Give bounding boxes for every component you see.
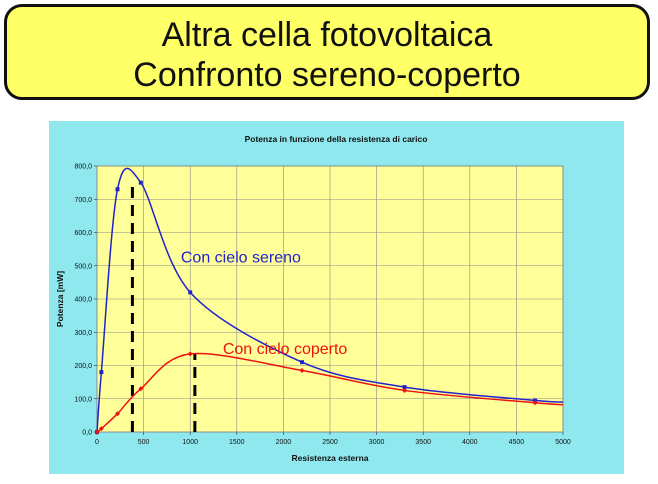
- annotations: Con cielo sereno Con cielo coperto: [181, 249, 348, 357]
- x-tick-label: 0: [95, 439, 99, 446]
- x-tick-label: 2000: [276, 439, 292, 446]
- data-point: [115, 411, 121, 417]
- chart-container: Potenza in funzione della resistenza di …: [49, 121, 624, 474]
- y-tick-label: 0,0: [82, 430, 92, 437]
- y-axis-label: Potenza [mW]: [55, 271, 65, 327]
- series-annotation: Con cielo coperto: [223, 341, 348, 358]
- y-tick-label: 200,0: [74, 363, 92, 370]
- power-vs-resistance-chart: Potenza in funzione della resistenza di …: [55, 134, 571, 463]
- data-point: [99, 370, 104, 375]
- x-tick-label: 2500: [322, 439, 338, 446]
- x-tick-label: 4500: [509, 439, 525, 446]
- y-tick-label: 600,0: [74, 230, 92, 237]
- data-point: [188, 290, 193, 295]
- x-tick-label: 500: [138, 439, 150, 446]
- slide-title-line-2: Confronto sereno-coperto: [133, 56, 521, 94]
- slide-title-line-1: Altra cella fotovoltaica: [161, 16, 493, 54]
- y-tick-label: 800,0: [74, 164, 92, 171]
- data-point: [138, 180, 143, 185]
- data-point: [187, 351, 193, 357]
- data-point: [532, 400, 538, 406]
- x-tick-label: 1000: [182, 439, 198, 446]
- y-tick-label: 500,0: [74, 263, 92, 270]
- data-point: [299, 367, 305, 373]
- y-tick-label: 100,0: [74, 396, 92, 403]
- x-tick-label: 1500: [229, 439, 245, 446]
- y-tick-label: 300,0: [74, 330, 92, 337]
- y-tick-label: 400,0: [74, 297, 92, 304]
- y-tick-label: 700,0: [74, 197, 92, 204]
- data-series: [94, 167, 564, 435]
- axis-ticks: 0 500 1000 1500 2000 2500 3000 3500 4000 4500 5000…: [74, 164, 570, 447]
- x-tick-label: 4000: [462, 439, 478, 446]
- slide-title-box: Altra cella fotovoltaica Confronto seren…: [4, 4, 650, 100]
- data-point: [115, 187, 120, 192]
- data-point: [138, 386, 144, 392]
- series-annotation: Con cielo sereno: [181, 249, 301, 266]
- reference-lines: [130, 180, 197, 432]
- x-tick-label: 3500: [415, 439, 431, 446]
- data-point: [98, 426, 104, 432]
- chart-title: Potenza in funzione della resistenza di …: [245, 134, 428, 144]
- data-point: [402, 387, 408, 393]
- x-axis-label: Resistenza esterna: [291, 453, 368, 463]
- x-tick-label: 5000: [555, 439, 571, 446]
- data-point: [300, 360, 305, 365]
- data-point: [402, 385, 407, 390]
- x-tick-label: 3000: [369, 439, 385, 446]
- series-line-coperto: [96, 352, 564, 433]
- data-point: [94, 429, 100, 435]
- grid-lines: [97, 166, 563, 432]
